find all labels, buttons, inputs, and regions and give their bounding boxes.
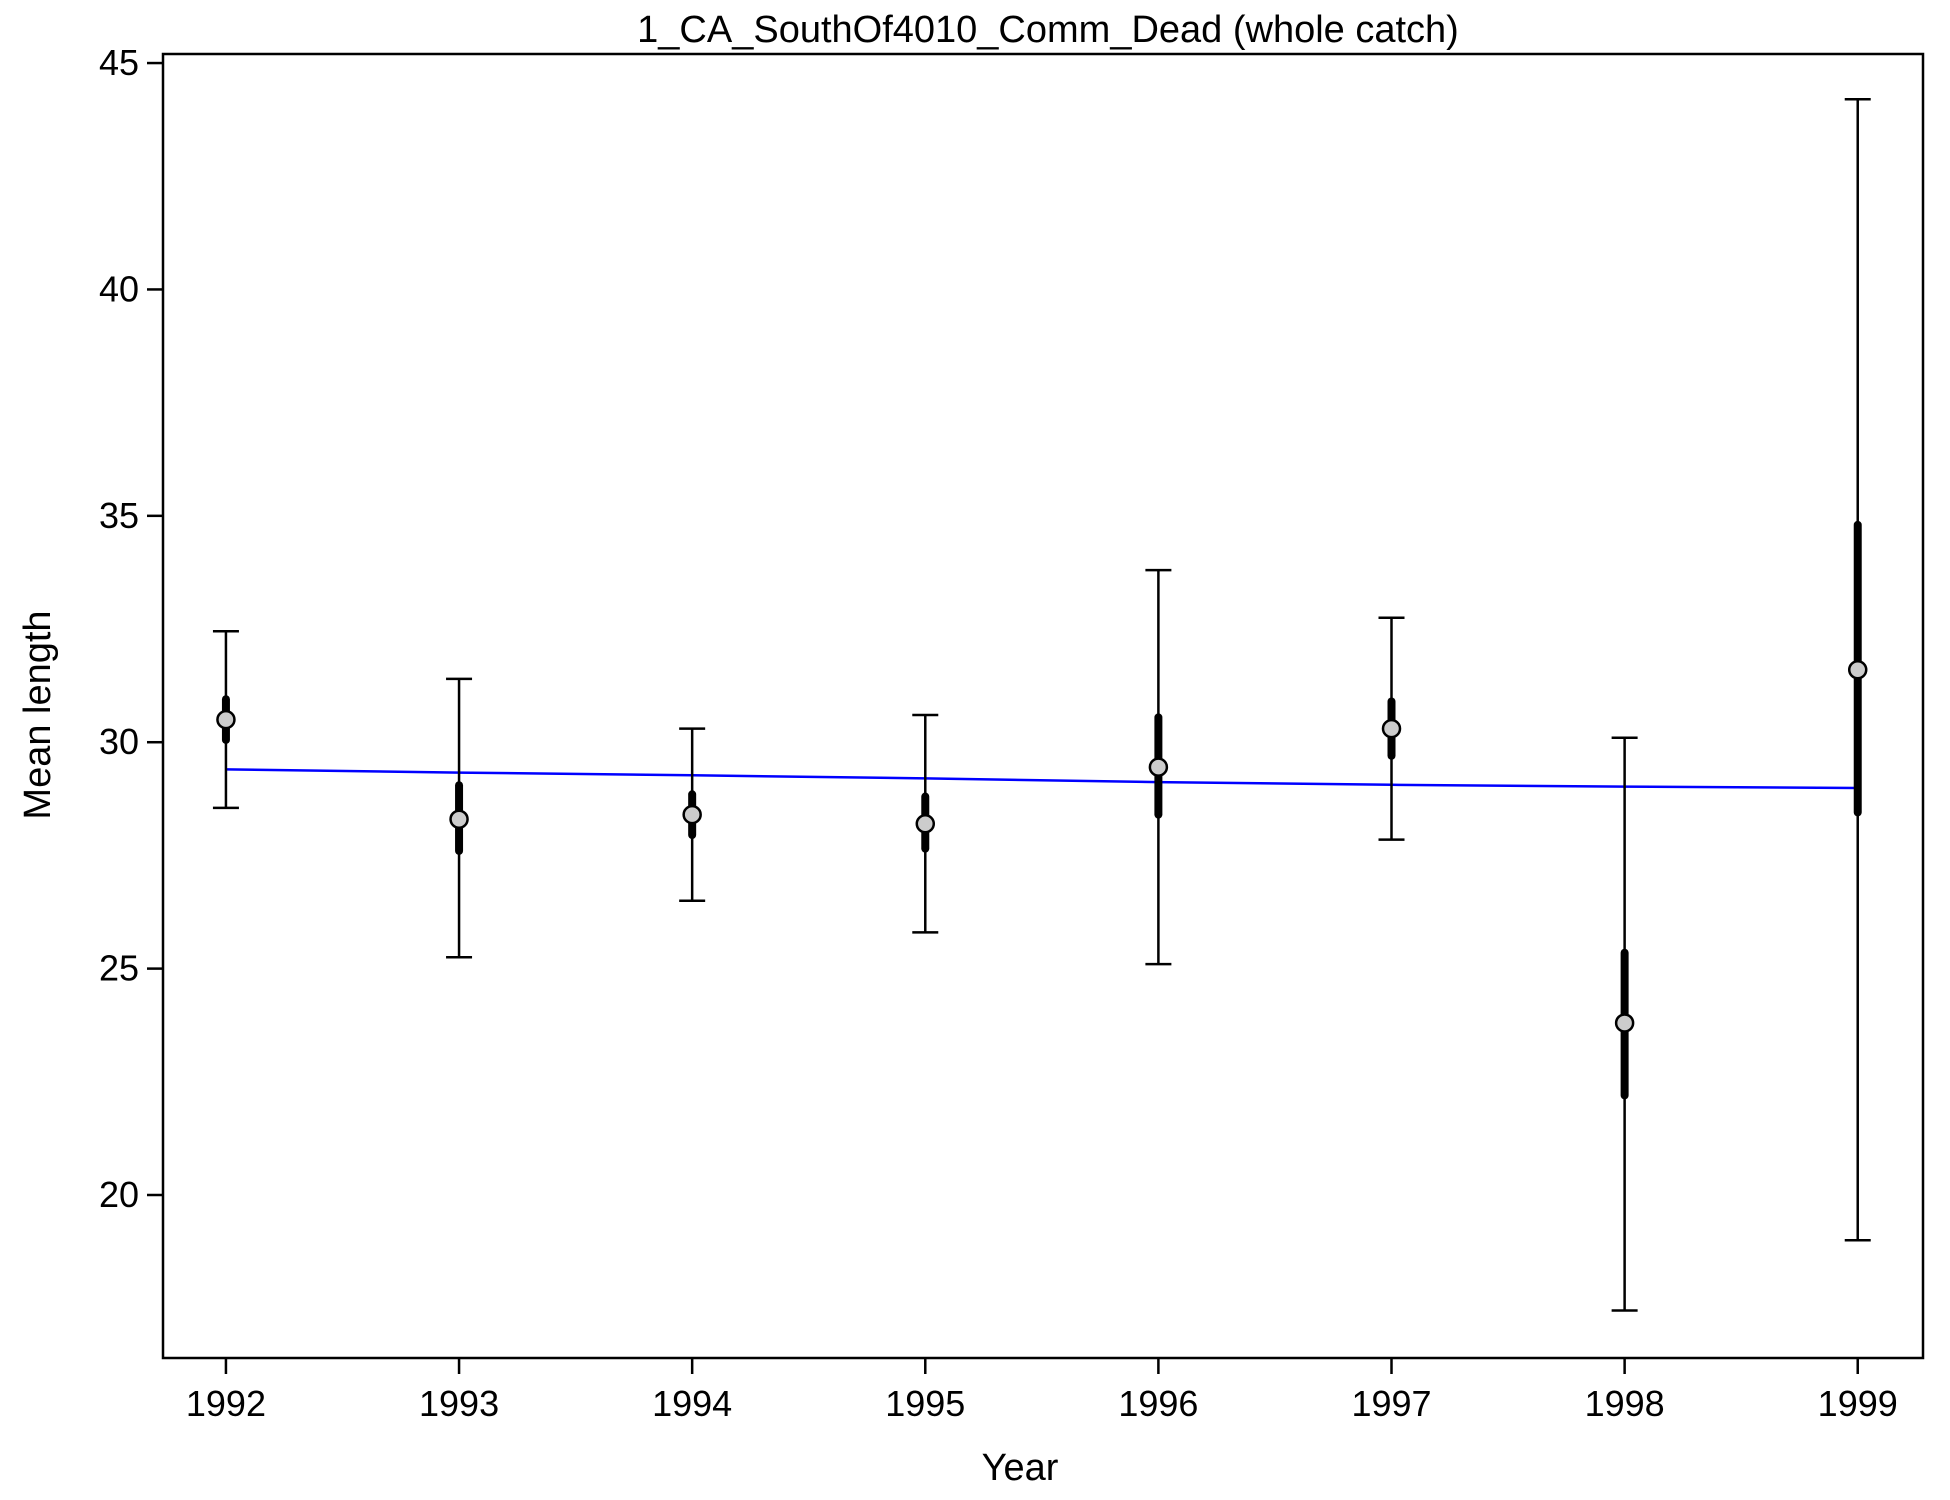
x-tick-label-2: 1994 <box>652 1383 732 1424</box>
observed-point-1995 <box>915 813 936 834</box>
y-tick-label-0: 20 <box>99 1174 139 1215</box>
observed-point-1997 <box>1381 718 1402 739</box>
plot-area <box>161 52 1925 1360</box>
plot-frame <box>161 52 1925 1360</box>
y-axis: 20 25 30 35 40 45 <box>99 42 163 1215</box>
x-tick-label-4: 1996 <box>1118 1383 1198 1424</box>
expected-line <box>225 768 1858 790</box>
x-axis-label: Year <box>982 1447 1059 1489</box>
x-tick-label-0: 1992 <box>186 1383 266 1424</box>
y-tick-label-4: 40 <box>99 268 139 309</box>
observed-points-layer <box>216 660 1868 1033</box>
observed-point-1998 <box>1614 1013 1635 1033</box>
y-tick-label-1: 25 <box>99 948 139 989</box>
observed-point-1996 <box>1148 757 1169 777</box>
y-tick-label-5: 45 <box>99 42 139 83</box>
x-tick-label-3: 1995 <box>885 1383 965 1424</box>
observed-point-1994 <box>682 804 702 825</box>
x-tick-label-6: 1998 <box>1585 1383 1665 1424</box>
observed-point-1999 <box>1847 660 1868 680</box>
x-tick-label-7: 1999 <box>1818 1383 1898 1424</box>
x-tick-label-1: 1993 <box>419 1383 499 1424</box>
expected-line-layer <box>225 768 1858 790</box>
observed-point-1992 <box>216 709 236 730</box>
y-tick-label-2: 30 <box>99 721 139 762</box>
y-axis-label: Mean length <box>17 610 59 819</box>
x-axis: 1992 1993 1994 1995 1996 1997 1998 1999 <box>186 1358 1898 1424</box>
x-tick-label-5: 1997 <box>1351 1383 1431 1424</box>
interval-layer <box>212 98 1871 1312</box>
observed-point-1993 <box>449 809 469 829</box>
y-tick-label-3: 35 <box>99 495 139 536</box>
chart-title: 1_CA_SouthOf4010_Comm_Dead (whole catch) <box>637 9 1459 51</box>
